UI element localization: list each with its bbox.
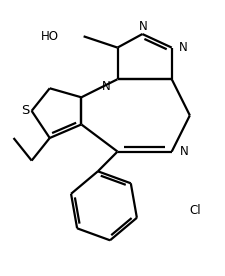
Text: N: N	[178, 41, 187, 54]
Text: N: N	[101, 79, 110, 92]
Text: S: S	[20, 104, 29, 117]
Text: N: N	[179, 145, 188, 158]
Text: HO: HO	[40, 30, 58, 43]
Text: Cl: Cl	[189, 204, 200, 217]
Text: N: N	[139, 20, 147, 33]
